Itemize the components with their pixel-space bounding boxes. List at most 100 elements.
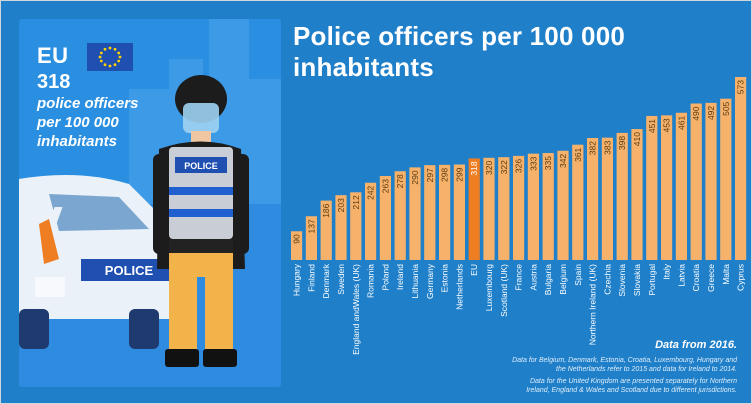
data-label: 242 <box>366 185 376 199</box>
category-label: Northern Ireland (UK) <box>588 264 598 345</box>
bar-greece <box>705 102 717 260</box>
data-label: 299 <box>454 167 464 181</box>
category-label: Czechia <box>602 264 612 295</box>
bar-luxembourg <box>483 157 495 260</box>
data-label: 410 <box>632 132 642 146</box>
bar-austria <box>527 153 539 260</box>
category-label: Italy <box>662 263 672 279</box>
category-label: Sweden <box>336 264 346 295</box>
data-label: 383 <box>602 140 612 154</box>
data-label: 361 <box>573 147 583 161</box>
data-label: 137 <box>306 219 316 233</box>
footnote-line: Data for Belgium, Denmark, Estonia, Croa… <box>512 357 737 364</box>
bar-czechia <box>601 137 613 260</box>
bar-scotland-uk- <box>498 157 510 260</box>
visor-shape <box>183 103 219 133</box>
bar-poland <box>379 176 391 260</box>
data-label: 322 <box>499 160 509 174</box>
police-officer: POLICE <box>153 75 249 367</box>
category-label: Lithuania <box>410 264 420 299</box>
bar-netherlands <box>453 164 465 260</box>
data-label: 263 <box>380 179 390 193</box>
category-label: Denmark <box>321 263 331 298</box>
data-label: 461 <box>676 116 686 130</box>
bar-slovenia <box>616 132 628 260</box>
data-label: 90 <box>292 234 302 244</box>
vest-label: POLICE <box>184 161 218 171</box>
bar-spain <box>572 144 584 260</box>
data-label: 505 <box>721 101 731 115</box>
bar-northern-ireland-uk- <box>587 138 599 260</box>
bar-germany <box>424 165 436 260</box>
data-label: 335 <box>543 156 553 170</box>
category-label: Romania <box>366 264 376 298</box>
bar-hungary <box>291 231 303 260</box>
data-label: 492 <box>706 106 716 120</box>
category-label: Latvia <box>676 264 686 287</box>
data-label: 490 <box>691 106 701 120</box>
bar-cyprus <box>735 77 747 260</box>
bar-lithuania <box>409 167 421 260</box>
bar-sweden <box>335 195 347 260</box>
bar-england-andwales-uk- <box>350 192 362 260</box>
bar-romania <box>365 182 377 260</box>
bar-france <box>513 155 525 260</box>
footnote-line: Data for the United Kingdom are presente… <box>529 378 737 385</box>
category-label: Germany <box>425 263 435 299</box>
data-label: 451 <box>647 119 657 133</box>
eu-flag <box>87 43 133 71</box>
eu-description-line: inhabitants <box>37 133 118 150</box>
data-label: 297 <box>425 168 435 182</box>
bar-ireland <box>394 171 406 260</box>
category-label: Portugal <box>647 264 657 296</box>
bar-malta <box>720 98 732 260</box>
eu-description-line: per 100 000 <box>37 114 119 131</box>
car-label-plate <box>81 259 177 281</box>
data-label: 203 <box>336 198 346 212</box>
category-label: France <box>514 264 524 291</box>
eu-value: 318 <box>37 71 71 93</box>
data-label: 342 <box>558 154 568 168</box>
footnote-line: the Netherlands refer to 2015 and data f… <box>556 366 737 373</box>
data-label: 398 <box>617 136 627 150</box>
police-illustration: POLICE POLICE <box>19 19 281 387</box>
police-car: POLICE <box>19 175 179 349</box>
car-label: POLICE <box>105 263 154 278</box>
bar-italy <box>661 115 673 260</box>
bar-croatia <box>690 103 702 261</box>
data-label: 320 <box>484 161 494 175</box>
bar-slovakia <box>631 129 643 260</box>
data-label: 318 <box>469 161 479 175</box>
category-label: Cyprus <box>736 264 746 291</box>
category-label: Spain <box>573 264 583 286</box>
data-label: 382 <box>588 141 598 155</box>
footnote-line: Ireland, England & Wales and Scotland du… <box>526 387 737 394</box>
category-label: EU <box>469 264 479 276</box>
category-label: Luxembourg <box>484 264 494 312</box>
category-label: Belgium <box>558 264 568 295</box>
chart-title: Police officers per 100 000 inhabitants <box>293 21 626 82</box>
bar-portugal <box>646 115 658 260</box>
category-label: Croatia <box>691 264 701 292</box>
category-label: Hungary <box>292 263 302 296</box>
eu-label: EU <box>37 43 69 68</box>
eu-summary: EU 318 police officers per 100 000 inhab… <box>37 43 138 151</box>
category-label: Slovenia <box>617 264 627 297</box>
eu-description-line: police officers <box>37 95 139 112</box>
category-label: Poland <box>380 264 390 291</box>
data-label: 453 <box>662 118 672 132</box>
data-label: 290 <box>410 170 420 184</box>
category-label: Scotland (UK) <box>499 264 509 317</box>
category-label: Ireland <box>395 264 405 290</box>
category-label: Bulgaria <box>543 264 553 295</box>
category-label: England andWales (UK) <box>351 264 361 355</box>
eu-stars-icon <box>98 46 122 68</box>
bar-bulgaria <box>542 153 554 260</box>
bar-latvia <box>675 112 687 261</box>
data-year-note: Data from 2016. <box>655 339 737 351</box>
bar-denmark <box>320 200 332 260</box>
building-shape <box>249 79 281 209</box>
illustration-panel: POLICE POLICE <box>19 19 281 387</box>
bar-belgium <box>557 150 569 260</box>
